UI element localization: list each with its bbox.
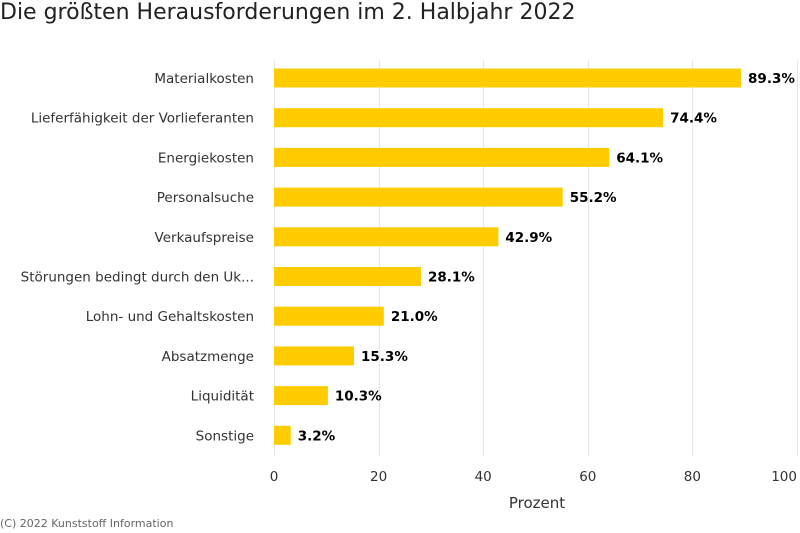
category-label: Personalsuche: [157, 190, 254, 206]
category-label: Lieferfähigkeit der Vorlieferanten: [31, 111, 254, 127]
bar: [274, 68, 742, 88]
data-label: 28.1%: [428, 270, 475, 286]
category-labels: Materialkosten Lieferfähigkeit der Vorlie…: [21, 71, 254, 444]
bar: [274, 227, 499, 247]
data-label: 21.0%: [391, 309, 438, 325]
x-tick-label: 40: [475, 469, 492, 485]
x-axis-title: Prozent: [509, 494, 565, 512]
bar: [274, 386, 328, 406]
credits: (C) 2022 Kunststoff Information: [0, 517, 174, 530]
x-tick-label: 60: [579, 469, 596, 485]
x-tick-label: 100: [771, 469, 797, 485]
bar: [274, 346, 355, 366]
bars: [274, 68, 742, 445]
x-axis-ticks: 0 20 40 60 80 100: [270, 469, 797, 485]
data-label: 74.4%: [670, 111, 717, 127]
category-label: Lohn- und Gehaltskosten: [86, 309, 254, 325]
data-label: 42.9%: [505, 230, 552, 246]
x-tick-label: 0: [270, 469, 279, 485]
category-label: Sonstige: [196, 428, 254, 444]
x-tick-label: 80: [684, 469, 701, 485]
data-label: 15.3%: [361, 349, 408, 365]
data-label: 10.3%: [335, 389, 382, 405]
category-label: Energiekosten: [158, 150, 254, 166]
category-label: Liquidität: [191, 389, 254, 405]
bar: [274, 425, 291, 445]
x-tick-label: 20: [370, 469, 387, 485]
bar: [274, 187, 563, 207]
bar: [274, 267, 421, 286]
category-label: Absatzmenge: [162, 349, 254, 365]
data-labels: 89.3% 74.4% 64.1% 55.2% 42.9% 28.1% 21.0% 15.3%…: [298, 71, 796, 444]
bar: [274, 147, 610, 167]
category-label: Materialkosten: [154, 71, 254, 87]
bar: [274, 108, 664, 128]
bar: [274, 306, 384, 326]
data-label: 55.2%: [570, 190, 617, 206]
chart-title: Die größten Herausforderungen im 2. Halb…: [0, 0, 576, 25]
category-label: Störungen bedingt durch den Uk...: [21, 270, 254, 286]
category-label: Verkaufspreise: [155, 230, 254, 246]
data-label: 89.3%: [748, 71, 795, 87]
data-label: 3.2%: [298, 428, 336, 444]
data-label: 64.1%: [616, 150, 663, 166]
